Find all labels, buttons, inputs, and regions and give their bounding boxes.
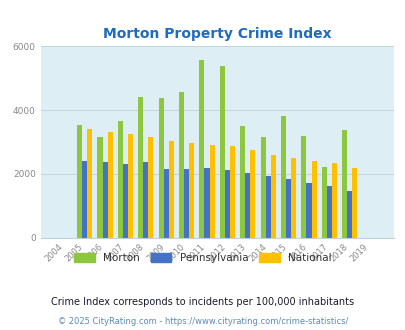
Bar: [326, 185, 331, 238]
Bar: [189, 143, 194, 238]
Bar: [209, 145, 214, 238]
Bar: [311, 161, 316, 238]
Bar: [179, 92, 183, 238]
Bar: [245, 173, 250, 238]
Bar: [265, 176, 270, 238]
Bar: [77, 125, 82, 238]
Bar: [352, 168, 356, 238]
Bar: [204, 168, 209, 238]
Bar: [148, 137, 153, 238]
Bar: [260, 137, 265, 238]
Bar: [301, 137, 306, 238]
Bar: [82, 161, 87, 238]
Bar: [138, 97, 143, 238]
Bar: [224, 170, 229, 238]
Bar: [239, 126, 245, 238]
Bar: [270, 155, 275, 238]
Bar: [168, 141, 173, 238]
Text: © 2025 CityRating.com - https://www.cityrating.com/crime-statistics/: © 2025 CityRating.com - https://www.city…: [58, 317, 347, 326]
Bar: [250, 150, 255, 238]
Bar: [183, 169, 189, 238]
Bar: [321, 167, 326, 238]
Bar: [128, 134, 133, 238]
Title: Morton Property Crime Index: Morton Property Crime Index: [102, 27, 331, 41]
Bar: [229, 146, 234, 238]
Bar: [97, 137, 102, 238]
Bar: [199, 60, 204, 238]
Bar: [306, 183, 311, 238]
Bar: [331, 163, 336, 238]
Bar: [341, 130, 346, 238]
Bar: [346, 191, 352, 238]
Bar: [123, 164, 128, 238]
Bar: [290, 158, 296, 238]
Legend: Morton, Pennsylvania, National: Morton, Pennsylvania, National: [70, 248, 335, 267]
Bar: [143, 162, 148, 238]
Text: Crime Index corresponds to incidents per 100,000 inhabitants: Crime Index corresponds to incidents per…: [51, 297, 354, 307]
Bar: [219, 66, 224, 238]
Bar: [280, 116, 285, 238]
Bar: [107, 132, 113, 238]
Bar: [87, 128, 92, 238]
Bar: [117, 121, 123, 238]
Bar: [285, 179, 290, 238]
Bar: [163, 169, 168, 238]
Bar: [102, 162, 107, 238]
Bar: [158, 98, 163, 238]
